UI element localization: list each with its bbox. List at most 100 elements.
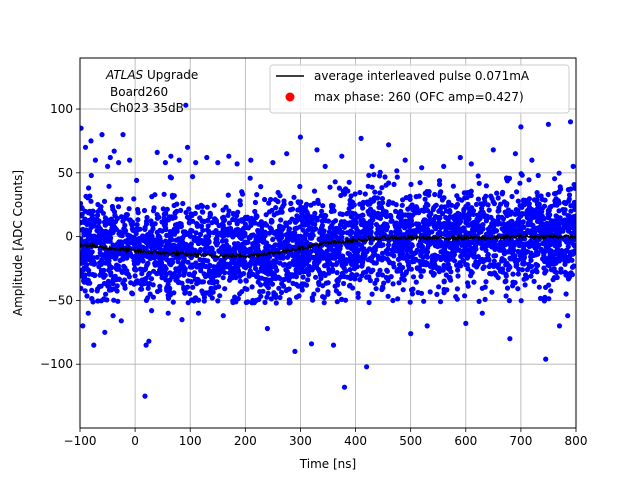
- sample-point: [329, 233, 335, 239]
- sample-point: [303, 230, 309, 236]
- outlier-point: [322, 163, 328, 169]
- sample-point: [232, 245, 238, 251]
- outlier-point: [565, 313, 571, 319]
- sample-point: [208, 275, 214, 281]
- sample-point: [413, 204, 419, 210]
- sample-point: [295, 251, 301, 258]
- outlier-point: [292, 348, 298, 354]
- sample-point: [496, 208, 502, 214]
- sample-point: [242, 260, 248, 266]
- outlier-point: [80, 323, 86, 329]
- sample-point: [245, 225, 251, 231]
- sample-point: [122, 222, 128, 228]
- sample-point: [237, 202, 243, 208]
- sample-point: [180, 235, 186, 241]
- sample-point: [509, 218, 515, 224]
- sample-point: [528, 257, 534, 263]
- sample-point: [301, 281, 307, 287]
- sample-point: [118, 214, 124, 220]
- sample-point: [189, 262, 196, 268]
- sample-point: [385, 251, 391, 257]
- sample-point: [379, 250, 386, 256]
- outlier-point: [154, 149, 160, 155]
- outlier-point: [220, 313, 226, 319]
- sample-point: [169, 257, 175, 263]
- outlier-point: [143, 342, 149, 348]
- sample-point: [561, 200, 568, 206]
- sample-point: [82, 250, 88, 256]
- sample-point: [393, 228, 399, 235]
- sample-point: [199, 263, 205, 269]
- sample-point: [313, 274, 319, 280]
- outlier-point: [88, 138, 94, 144]
- sample-point: [220, 250, 226, 256]
- outlier-point: [543, 356, 549, 362]
- sample-point: [339, 270, 345, 276]
- sample-point: [174, 221, 180, 227]
- sample-point: [503, 222, 509, 229]
- sample-point: [483, 183, 489, 189]
- sample-point: [144, 214, 150, 221]
- sample-point: [518, 298, 524, 304]
- sample-point: [116, 276, 122, 282]
- sample-point: [213, 240, 219, 246]
- sample-point: [537, 295, 544, 301]
- sample-point: [124, 268, 130, 274]
- sample-point: [243, 278, 249, 284]
- sample-point: [230, 216, 236, 223]
- sample-point: [413, 221, 419, 227]
- sample-point: [563, 291, 569, 297]
- average-pulse-line: [80, 232, 576, 260]
- sample-point: [183, 209, 189, 216]
- sample-point: [324, 236, 331, 242]
- sample-point: [431, 271, 437, 277]
- sample-point: [447, 225, 453, 231]
- sample-point: [447, 275, 453, 281]
- sample-point: [147, 291, 153, 297]
- sample-point: [465, 283, 471, 289]
- sample-point: [414, 247, 420, 253]
- sample-point: [394, 241, 400, 247]
- sample-point: [445, 220, 451, 226]
- outlier-point: [118, 318, 124, 324]
- sample-point: [229, 256, 235, 262]
- sample-point: [301, 268, 307, 274]
- sample-point: [151, 268, 157, 274]
- outlier-point: [102, 329, 108, 335]
- sample-point: [173, 277, 179, 283]
- outlier-point: [99, 132, 105, 138]
- sample-point: [423, 249, 429, 255]
- sample-point: [295, 207, 301, 213]
- sample-point: [531, 278, 537, 284]
- sample-point: [302, 204, 309, 210]
- sample-point: [323, 262, 329, 268]
- sample-point: [168, 214, 174, 220]
- sample-point: [379, 227, 385, 234]
- sample-point: [254, 192, 260, 198]
- sample-point: [538, 193, 544, 199]
- sample-point: [441, 262, 447, 268]
- sample-point: [80, 285, 84, 291]
- sample-point: [521, 255, 527, 261]
- sample-point: [369, 184, 375, 190]
- sample-point: [215, 298, 221, 304]
- x-tick-label: −100: [64, 434, 97, 448]
- sample-point: [362, 191, 368, 197]
- sample-point: [556, 208, 562, 214]
- sample-point: [127, 217, 133, 223]
- sample-point: [86, 185, 92, 191]
- sample-point: [390, 297, 396, 304]
- sample-point: [245, 239, 251, 245]
- sample-point: [278, 206, 284, 212]
- sample-point: [92, 272, 98, 279]
- sample-point: [400, 287, 406, 293]
- sample-point: [355, 294, 361, 300]
- sample-point: [145, 285, 151, 291]
- sample-point: [309, 231, 315, 237]
- sample-point: [528, 243, 534, 249]
- sample-point: [349, 222, 355, 228]
- sample-point: [85, 277, 91, 283]
- sample-point: [237, 278, 243, 284]
- axis-ticks: −100 0 100 200 300 400 500 600 700 800 −100 −50 0 50 1…: [40, 102, 587, 448]
